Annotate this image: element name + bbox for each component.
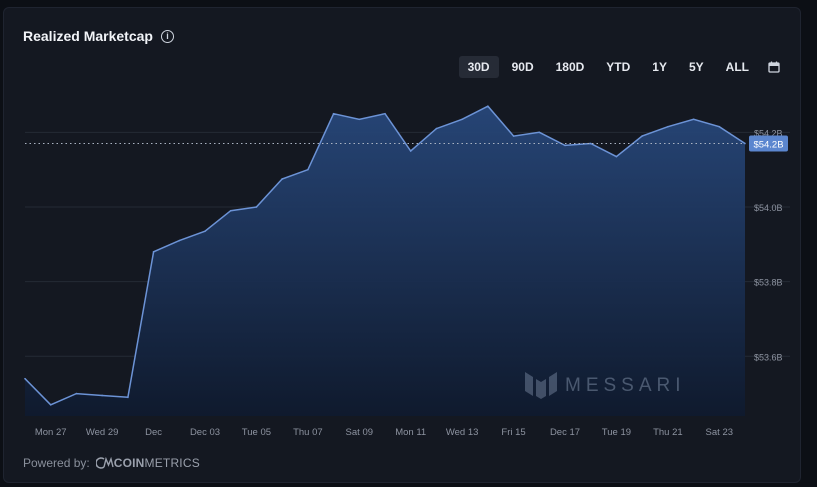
- current-value-label: $54.2B: [753, 140, 783, 151]
- data-point: [564, 144, 566, 147]
- chart-title: Realized Marketcap i: [23, 28, 174, 44]
- coinmetrics-brand-bold: COIN: [113, 456, 145, 470]
- data-point: [49, 404, 52, 406]
- info-icon[interactable]: i: [160, 29, 174, 43]
- x-tick-label: Sat 23: [706, 427, 733, 438]
- data-point: [152, 250, 155, 253]
- data-point: [718, 125, 721, 128]
- data-point: [358, 118, 361, 121]
- x-tick-label: Mon 11: [395, 427, 426, 438]
- data-point: [409, 150, 412, 152]
- x-tick-label: Dec: [145, 427, 162, 438]
- data-point: [307, 168, 309, 171]
- data-point: [127, 396, 129, 399]
- data-point: [461, 118, 463, 121]
- data-point: [281, 178, 283, 180]
- y-tick-label: $54.2B: [754, 128, 783, 138]
- data-point: [75, 392, 78, 395]
- x-tick-label: Wed 13: [446, 427, 479, 438]
- data-point: [512, 135, 515, 137]
- messari-watermark-text: MESSARI: [565, 375, 686, 396]
- data-point: [435, 127, 438, 130]
- current-value-badge: [749, 135, 788, 152]
- range-5y-button[interactable]: 5Y: [688, 60, 704, 74]
- y-tick-label: $53.8B: [754, 278, 783, 288]
- powered-by: Powered by: COIN METRICS: [23, 456, 200, 470]
- data-point: [178, 239, 181, 242]
- data-point: [229, 209, 232, 212]
- y-tick-label: $53.6B: [754, 352, 783, 362]
- area-fill: [25, 106, 745, 416]
- data-point: [538, 131, 541, 134]
- data-point: [487, 105, 489, 107]
- coinmetrics-brand-light: METRICS: [144, 456, 200, 470]
- x-tick-label: Tue 19: [602, 427, 631, 438]
- range-selector: 30D 90D 180D YTD 1Y 5Y ALL: [458, 56, 786, 78]
- calendar-icon[interactable]: [768, 61, 780, 73]
- range-all-button[interactable]: ALL: [725, 60, 749, 74]
- data-point: [204, 230, 206, 233]
- x-tick-label: Tue 05: [242, 427, 271, 438]
- x-tick-label: Thu 21: [653, 427, 683, 438]
- range-ytd-button[interactable]: YTD: [606, 60, 631, 74]
- data-point: [744, 142, 746, 145]
- data-point: [615, 155, 618, 158]
- data-point: [332, 112, 335, 115]
- range-1y-button[interactable]: 1Y: [652, 60, 667, 74]
- x-tick-label: Dec 17: [550, 427, 580, 438]
- data-point: [24, 377, 26, 380]
- chart-title-text: Realized Marketcap: [23, 28, 153, 44]
- data-point: [384, 112, 386, 115]
- x-tick-label: Wed 29: [86, 427, 119, 438]
- y-tick-label: $54.0B: [754, 203, 783, 213]
- range-30d-button[interactable]: 30D: [458, 56, 499, 78]
- x-tick-label: Mon 27: [35, 427, 67, 438]
- coinmetrics-logo[interactable]: COIN METRICS: [95, 456, 200, 470]
- powered-by-label: Powered by:: [23, 456, 90, 470]
- coinmetrics-icon: [95, 457, 114, 469]
- range-90d-button[interactable]: 90D: [511, 60, 534, 74]
- x-tick-label: Thu 07: [293, 427, 323, 438]
- data-point: [667, 125, 669, 128]
- messari-watermark: [525, 372, 557, 399]
- data-point: [589, 142, 592, 145]
- data-point: [101, 394, 103, 397]
- x-tick-label: Fri 15: [501, 427, 525, 438]
- data-point: [692, 118, 695, 121]
- range-180d-button[interactable]: 180D: [555, 60, 585, 74]
- data-point: [255, 206, 258, 208]
- x-tick-label: Sat 09: [346, 427, 373, 438]
- x-tick-label: Dec 03: [190, 427, 220, 438]
- data-point: [641, 135, 643, 137]
